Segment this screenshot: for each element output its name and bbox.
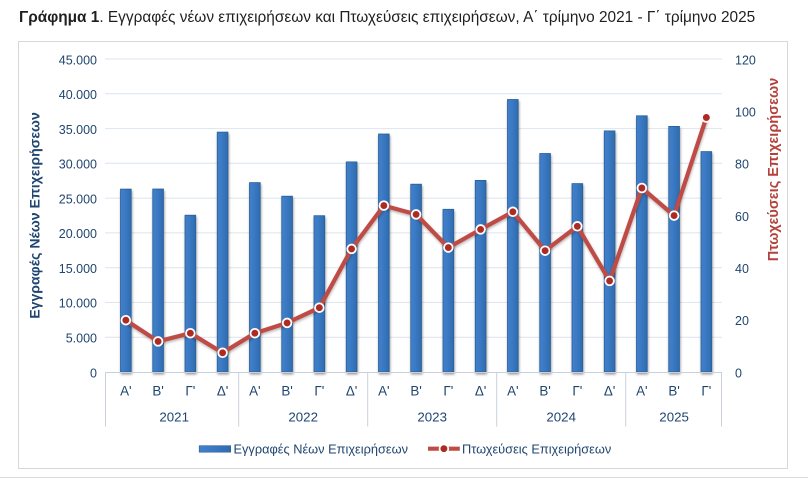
svg-text:0: 0 xyxy=(90,366,97,380)
svg-text:120: 120 xyxy=(735,53,756,67)
svg-text:Δ': Δ' xyxy=(346,383,358,398)
svg-text:40.000: 40.000 xyxy=(59,88,97,102)
svg-text:0: 0 xyxy=(735,366,742,380)
svg-text:Α': Α' xyxy=(507,383,519,398)
svg-text:Εγγραφές Νέων Επιχειρήσεων: Εγγραφές Νέων Επιχειρήσεων xyxy=(27,112,43,319)
svg-text:60: 60 xyxy=(735,210,749,224)
svg-text:100: 100 xyxy=(735,106,756,120)
svg-text:15.000: 15.000 xyxy=(59,262,97,276)
svg-text:2024: 2024 xyxy=(546,410,576,425)
svg-text:20.000: 20.000 xyxy=(59,227,97,241)
svg-text:Γ': Γ' xyxy=(701,383,711,398)
svg-text:Δ': Δ' xyxy=(217,383,229,398)
svg-text:Β': Β' xyxy=(668,383,680,398)
svg-text:Α': Α' xyxy=(378,383,390,398)
svg-text:Γ': Γ' xyxy=(185,383,195,398)
svg-text:Δ': Δ' xyxy=(475,383,487,398)
svg-text:2025: 2025 xyxy=(659,410,689,425)
svg-text:Β': Β' xyxy=(152,383,164,398)
svg-text:Β': Β' xyxy=(281,383,293,398)
svg-text:Δ': Δ' xyxy=(604,383,616,398)
svg-text:Εγγραφές Νέων Επιχειρήσεων: Εγγραφές Νέων Επιχειρήσεων xyxy=(234,441,409,456)
svg-text:5.000: 5.000 xyxy=(66,332,97,346)
svg-text:Β': Β' xyxy=(539,383,551,398)
svg-text:40: 40 xyxy=(735,262,749,276)
svg-text:25.000: 25.000 xyxy=(59,192,97,206)
svg-text:35.000: 35.000 xyxy=(59,123,97,137)
svg-text:Γ': Γ' xyxy=(314,383,324,398)
svg-text:Α': Α' xyxy=(636,383,648,398)
svg-text:2022: 2022 xyxy=(288,410,318,425)
svg-text:20: 20 xyxy=(735,314,749,328)
svg-text:10.000: 10.000 xyxy=(59,297,97,311)
svg-text:Πτωχεύσεις Επιχειρήσεων: Πτωχεύσεις Επιχειρήσεων xyxy=(462,441,611,456)
svg-text:45.000: 45.000 xyxy=(59,53,97,67)
svg-text:Α': Α' xyxy=(249,383,261,398)
svg-text:Πτωχεύσεις Επιχειρήσεων: Πτωχεύσεις Επιχειρήσεων xyxy=(766,78,782,262)
svg-text:Γράφημα 1. Εγγραφές νέων επιχε: Γράφημα 1. Εγγραφές νέων επιχειρήσεων κα… xyxy=(19,9,755,26)
svg-text:80: 80 xyxy=(735,158,749,172)
svg-text:Γ': Γ' xyxy=(443,383,453,398)
svg-text:2021: 2021 xyxy=(159,410,189,425)
svg-text:Β': Β' xyxy=(410,383,422,398)
svg-text:Γ': Γ' xyxy=(572,383,582,398)
svg-text:Α': Α' xyxy=(120,383,132,398)
svg-text:2023: 2023 xyxy=(417,410,447,425)
svg-text:30.000: 30.000 xyxy=(59,158,97,172)
